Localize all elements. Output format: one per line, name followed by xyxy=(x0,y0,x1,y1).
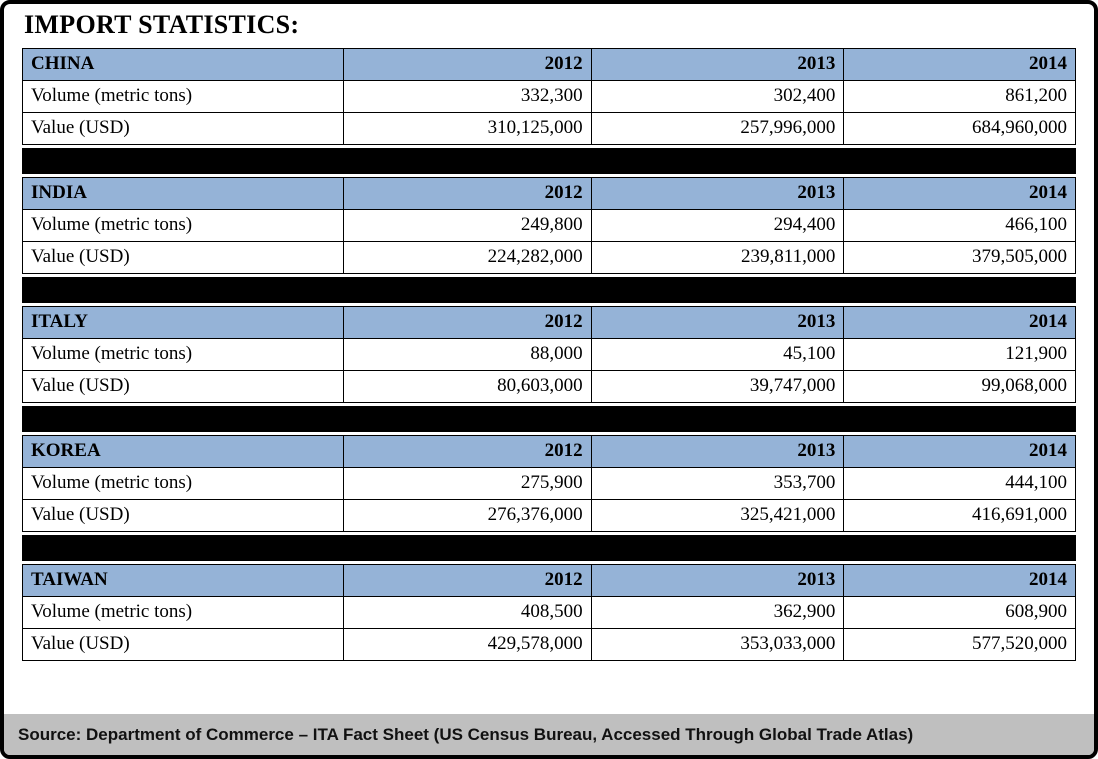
country-name: ITALY xyxy=(21,306,345,339)
usd-value: 684,960,000 xyxy=(843,112,1076,145)
volume-row: Volume (metric tons) 275,900 353,700 444… xyxy=(21,467,1076,500)
year-header: 2013 xyxy=(590,435,845,468)
table-header-row: TAIWAN 2012 2013 2014 xyxy=(21,564,1076,597)
usd-value: 257,996,000 xyxy=(590,112,845,145)
usd-value: 39,747,000 xyxy=(590,370,845,403)
usd-value: 80,603,000 xyxy=(343,370,592,403)
table-header-row: ITALY 2012 2013 2014 xyxy=(21,306,1076,339)
year-header: 2012 xyxy=(343,177,592,210)
section-separator xyxy=(22,148,1076,174)
volume-value: 332,300 xyxy=(343,80,592,113)
year-header: 2014 xyxy=(843,306,1076,339)
country-name: INDIA xyxy=(21,177,345,210)
value-row: Value (USD) 224,282,000 239,811,000 379,… xyxy=(21,241,1076,274)
page-title: IMPORT STATISTICS: xyxy=(24,10,300,39)
year-header: 2012 xyxy=(343,435,592,468)
year-header: 2014 xyxy=(843,48,1076,81)
year-header: 2012 xyxy=(343,48,592,81)
volume-value: 275,900 xyxy=(343,467,592,500)
row-label: Volume (metric tons) xyxy=(21,338,345,371)
usd-value: 429,578,000 xyxy=(343,628,592,661)
country-table-taiwan: TAIWAN 2012 2013 2014 Volume (metric ton… xyxy=(21,564,1076,661)
volume-value: 608,900 xyxy=(843,596,1076,629)
table-header-row: INDIA 2012 2013 2014 xyxy=(21,177,1076,210)
year-header: 2013 xyxy=(590,564,845,597)
row-label: Value (USD) xyxy=(21,241,345,274)
volume-value: 249,800 xyxy=(343,209,592,242)
country-table-india: INDIA 2012 2013 2014 Volume (metric tons… xyxy=(21,177,1076,274)
usd-value: 310,125,000 xyxy=(343,112,592,145)
usd-value: 416,691,000 xyxy=(843,499,1076,532)
year-header: 2014 xyxy=(843,564,1076,597)
volume-value: 408,500 xyxy=(343,596,592,629)
row-label: Volume (metric tons) xyxy=(21,467,345,500)
source-bar: Source: Department of Commerce – ITA Fac… xyxy=(4,714,1094,755)
row-label: Value (USD) xyxy=(21,628,345,661)
row-label: Volume (metric tons) xyxy=(21,596,345,629)
volume-value: 302,400 xyxy=(590,80,845,113)
year-header: 2013 xyxy=(590,177,845,210)
table-header-row: CHINA 2012 2013 2014 xyxy=(21,48,1076,81)
volume-value: 466,100 xyxy=(843,209,1076,242)
document-body: IMPORT STATISTICS: CHINA 2012 2013 2014 … xyxy=(4,4,1094,714)
row-label: Volume (metric tons) xyxy=(21,80,345,113)
row-label: Value (USD) xyxy=(21,112,345,145)
volume-value: 861,200 xyxy=(843,80,1076,113)
section-separator xyxy=(22,277,1076,303)
value-row: Value (USD) 310,125,000 257,996,000 684,… xyxy=(21,112,1076,145)
country-name: CHINA xyxy=(21,48,345,81)
volume-value: 121,900 xyxy=(843,338,1076,371)
table-header-row: KOREA 2012 2013 2014 xyxy=(21,435,1076,468)
usd-value: 577,520,000 xyxy=(843,628,1076,661)
volume-value: 353,700 xyxy=(590,467,845,500)
year-header: 2013 xyxy=(590,306,845,339)
usd-value: 99,068,000 xyxy=(843,370,1076,403)
usd-value: 379,505,000 xyxy=(843,241,1076,274)
country-name: KOREA xyxy=(21,435,345,468)
volume-row: Volume (metric tons) 408,500 362,900 608… xyxy=(21,596,1076,629)
value-row: Value (USD) 80,603,000 39,747,000 99,068… xyxy=(21,370,1076,403)
year-header: 2012 xyxy=(343,306,592,339)
section-separator xyxy=(22,535,1076,561)
year-header: 2014 xyxy=(843,177,1076,210)
usd-value: 276,376,000 xyxy=(343,499,592,532)
year-header: 2012 xyxy=(343,564,592,597)
year-header: 2014 xyxy=(843,435,1076,468)
volume-row: Volume (metric tons) 88,000 45,100 121,9… xyxy=(21,338,1076,371)
row-label: Value (USD) xyxy=(21,370,345,403)
volume-value: 88,000 xyxy=(343,338,592,371)
country-name: TAIWAN xyxy=(21,564,345,597)
year-header: 2013 xyxy=(590,48,845,81)
usd-value: 353,033,000 xyxy=(590,628,845,661)
value-row: Value (USD) 276,376,000 325,421,000 416,… xyxy=(21,499,1076,532)
country-table-china: CHINA 2012 2013 2014 Volume (metric tons… xyxy=(21,48,1076,145)
value-row: Value (USD) 429,578,000 353,033,000 577,… xyxy=(21,628,1076,661)
row-label: Value (USD) xyxy=(21,499,345,532)
volume-row: Volume (metric tons) 332,300 302,400 861… xyxy=(21,80,1076,113)
volume-value: 444,100 xyxy=(843,467,1076,500)
section-separator xyxy=(22,406,1076,432)
row-label: Volume (metric tons) xyxy=(21,209,345,242)
country-table-korea: KOREA 2012 2013 2014 Volume (metric tons… xyxy=(21,435,1076,532)
usd-value: 224,282,000 xyxy=(343,241,592,274)
usd-value: 325,421,000 xyxy=(590,499,845,532)
volume-value: 362,900 xyxy=(590,596,845,629)
usd-value: 239,811,000 xyxy=(590,241,845,274)
country-table-italy: ITALY 2012 2013 2014 Volume (metric tons… xyxy=(21,306,1076,403)
volume-value: 294,400 xyxy=(590,209,845,242)
source-text: Source: Department of Commerce – ITA Fac… xyxy=(18,724,914,744)
volume-row: Volume (metric tons) 249,800 294,400 466… xyxy=(21,209,1076,242)
volume-value: 45,100 xyxy=(590,338,845,371)
